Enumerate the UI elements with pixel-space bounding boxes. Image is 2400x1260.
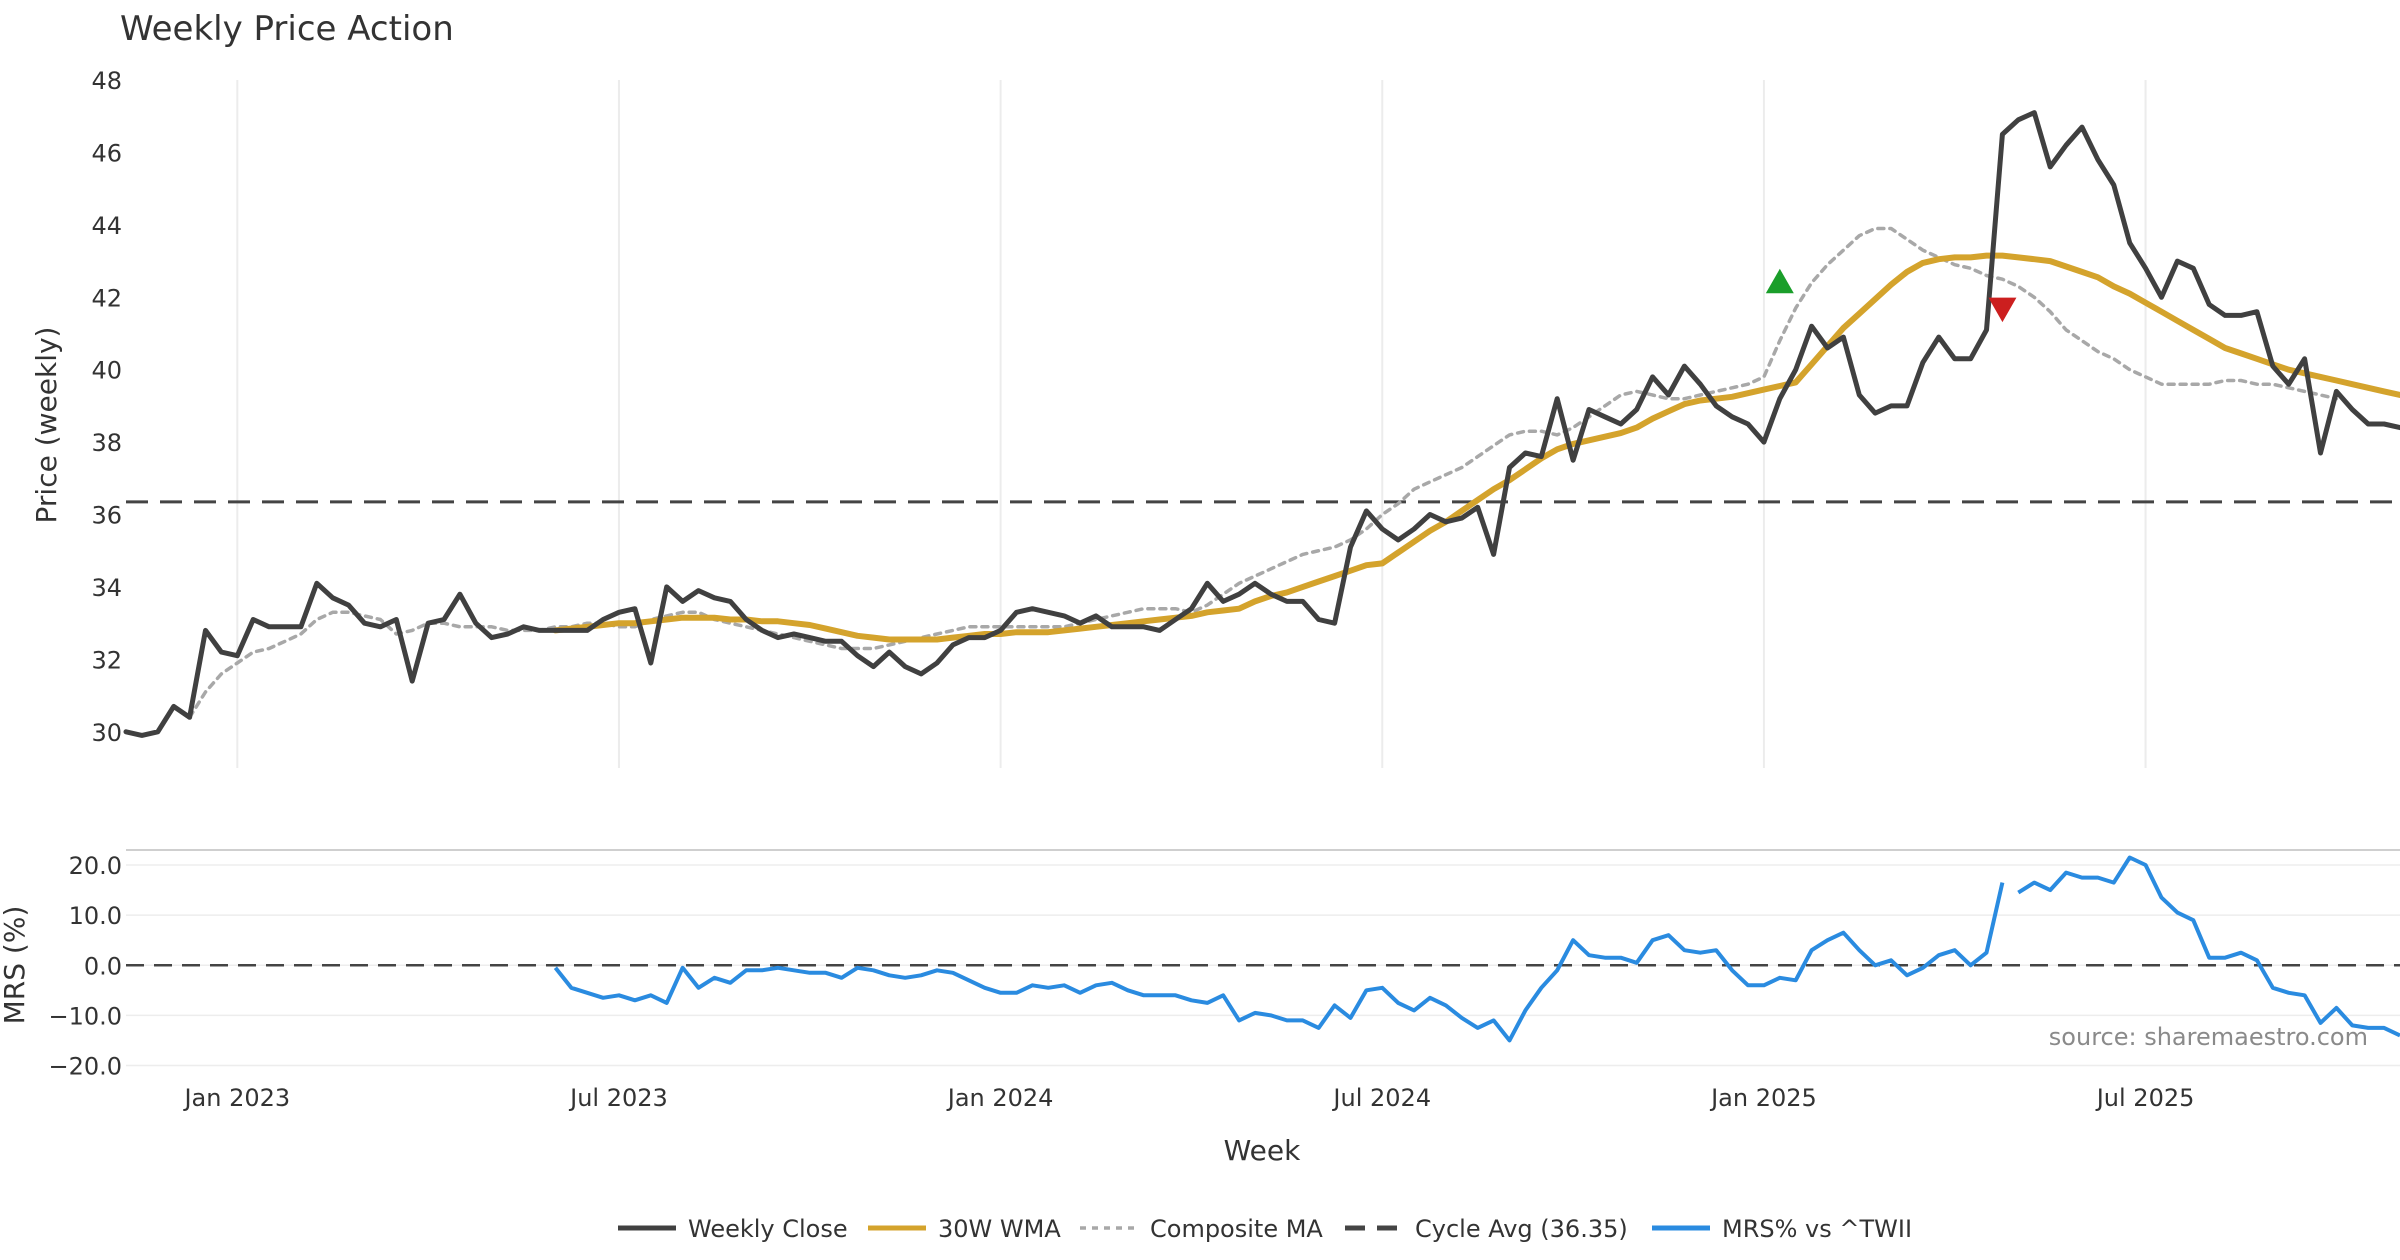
x-tick-label: Jan 2024 (946, 1084, 1054, 1112)
composite-ma-line (187, 226, 2339, 720)
legend-label: 30W WMA (938, 1215, 1061, 1243)
price-panel: 30 32 34 36 38 40 42 44 46 48 (91, 67, 2400, 768)
mrs-line (553, 855, 2400, 1043)
price-y-tick-label: 44 (91, 212, 122, 240)
mrs-panel: 20.0 10.0 0.0 −10.0 −20.0 (48, 849, 2400, 1080)
price-y-tick-label: 42 (91, 284, 122, 312)
x-axis-label: Week (1224, 1134, 1301, 1167)
x-tick-label: Jan 2023 (182, 1084, 290, 1112)
source-annotation: source: sharemaestro.com (2049, 1023, 2368, 1051)
x-tick-label: Jul 2025 (2095, 1084, 2195, 1112)
legend-entry: Composite MA (1080, 1215, 1323, 1243)
chart-title: Weekly Price Action (120, 9, 454, 49)
mrs-y-tick-label: 0.0 (84, 952, 122, 980)
mrs-y-tick-label: 10.0 (69, 902, 122, 930)
legend-label: Weekly Close (688, 1215, 848, 1243)
mrs-y-tick-label: −10.0 (48, 1002, 122, 1030)
price-y-tick-label: 32 (91, 646, 122, 674)
mrs-y-tick-label: 20.0 (69, 852, 122, 880)
legend-entry: MRS% vs ^TWII (1652, 1215, 1912, 1243)
legend-entry: Cycle Avg (36.35) (1345, 1215, 1628, 1243)
price-y-tick-label: 40 (91, 357, 122, 385)
weekly-close-line (123, 110, 2400, 738)
wma-30w-line (552, 252, 2400, 643)
legend: Weekly Close 30W WMA Composite MA Cycle Avg… (618, 1215, 1912, 1243)
x-axis-ticks: Jan 2023 Jul 2023 Jan 2024 Jul 2024 Jan 2025… (182, 1084, 2194, 1112)
sell-signal-marker (1988, 297, 2017, 323)
price-y-tick-label: 38 (91, 429, 122, 457)
legend-label: MRS% vs ^TWII (1722, 1215, 1912, 1243)
x-tick-label: Jul 2024 (1331, 1084, 1431, 1112)
price-y-tick-label: 34 (91, 574, 122, 602)
price-y-tick-label: 36 (91, 502, 122, 530)
price-y-tick-label: 30 (91, 719, 122, 747)
price-y-tick-label: 46 (91, 139, 122, 167)
mrs-y-axis-label: MRS (%) (0, 906, 31, 1025)
legend-label: Composite MA (1150, 1215, 1323, 1243)
legend-entry: Weekly Close (618, 1215, 848, 1243)
x-tick-label: Jan 2025 (1709, 1084, 1817, 1112)
price-y-axis-label: Price (weekly) (30, 327, 63, 524)
legend-label: Cycle Avg (36.35) (1415, 1215, 1628, 1243)
legend-entry: 30W WMA (868, 1215, 1061, 1243)
buy-signal-marker (1765, 268, 1794, 294)
x-tick-label: Jul 2023 (568, 1084, 668, 1112)
price-y-tick-label: 48 (91, 67, 122, 95)
mrs-y-tick-label: −20.0 (48, 1052, 122, 1080)
